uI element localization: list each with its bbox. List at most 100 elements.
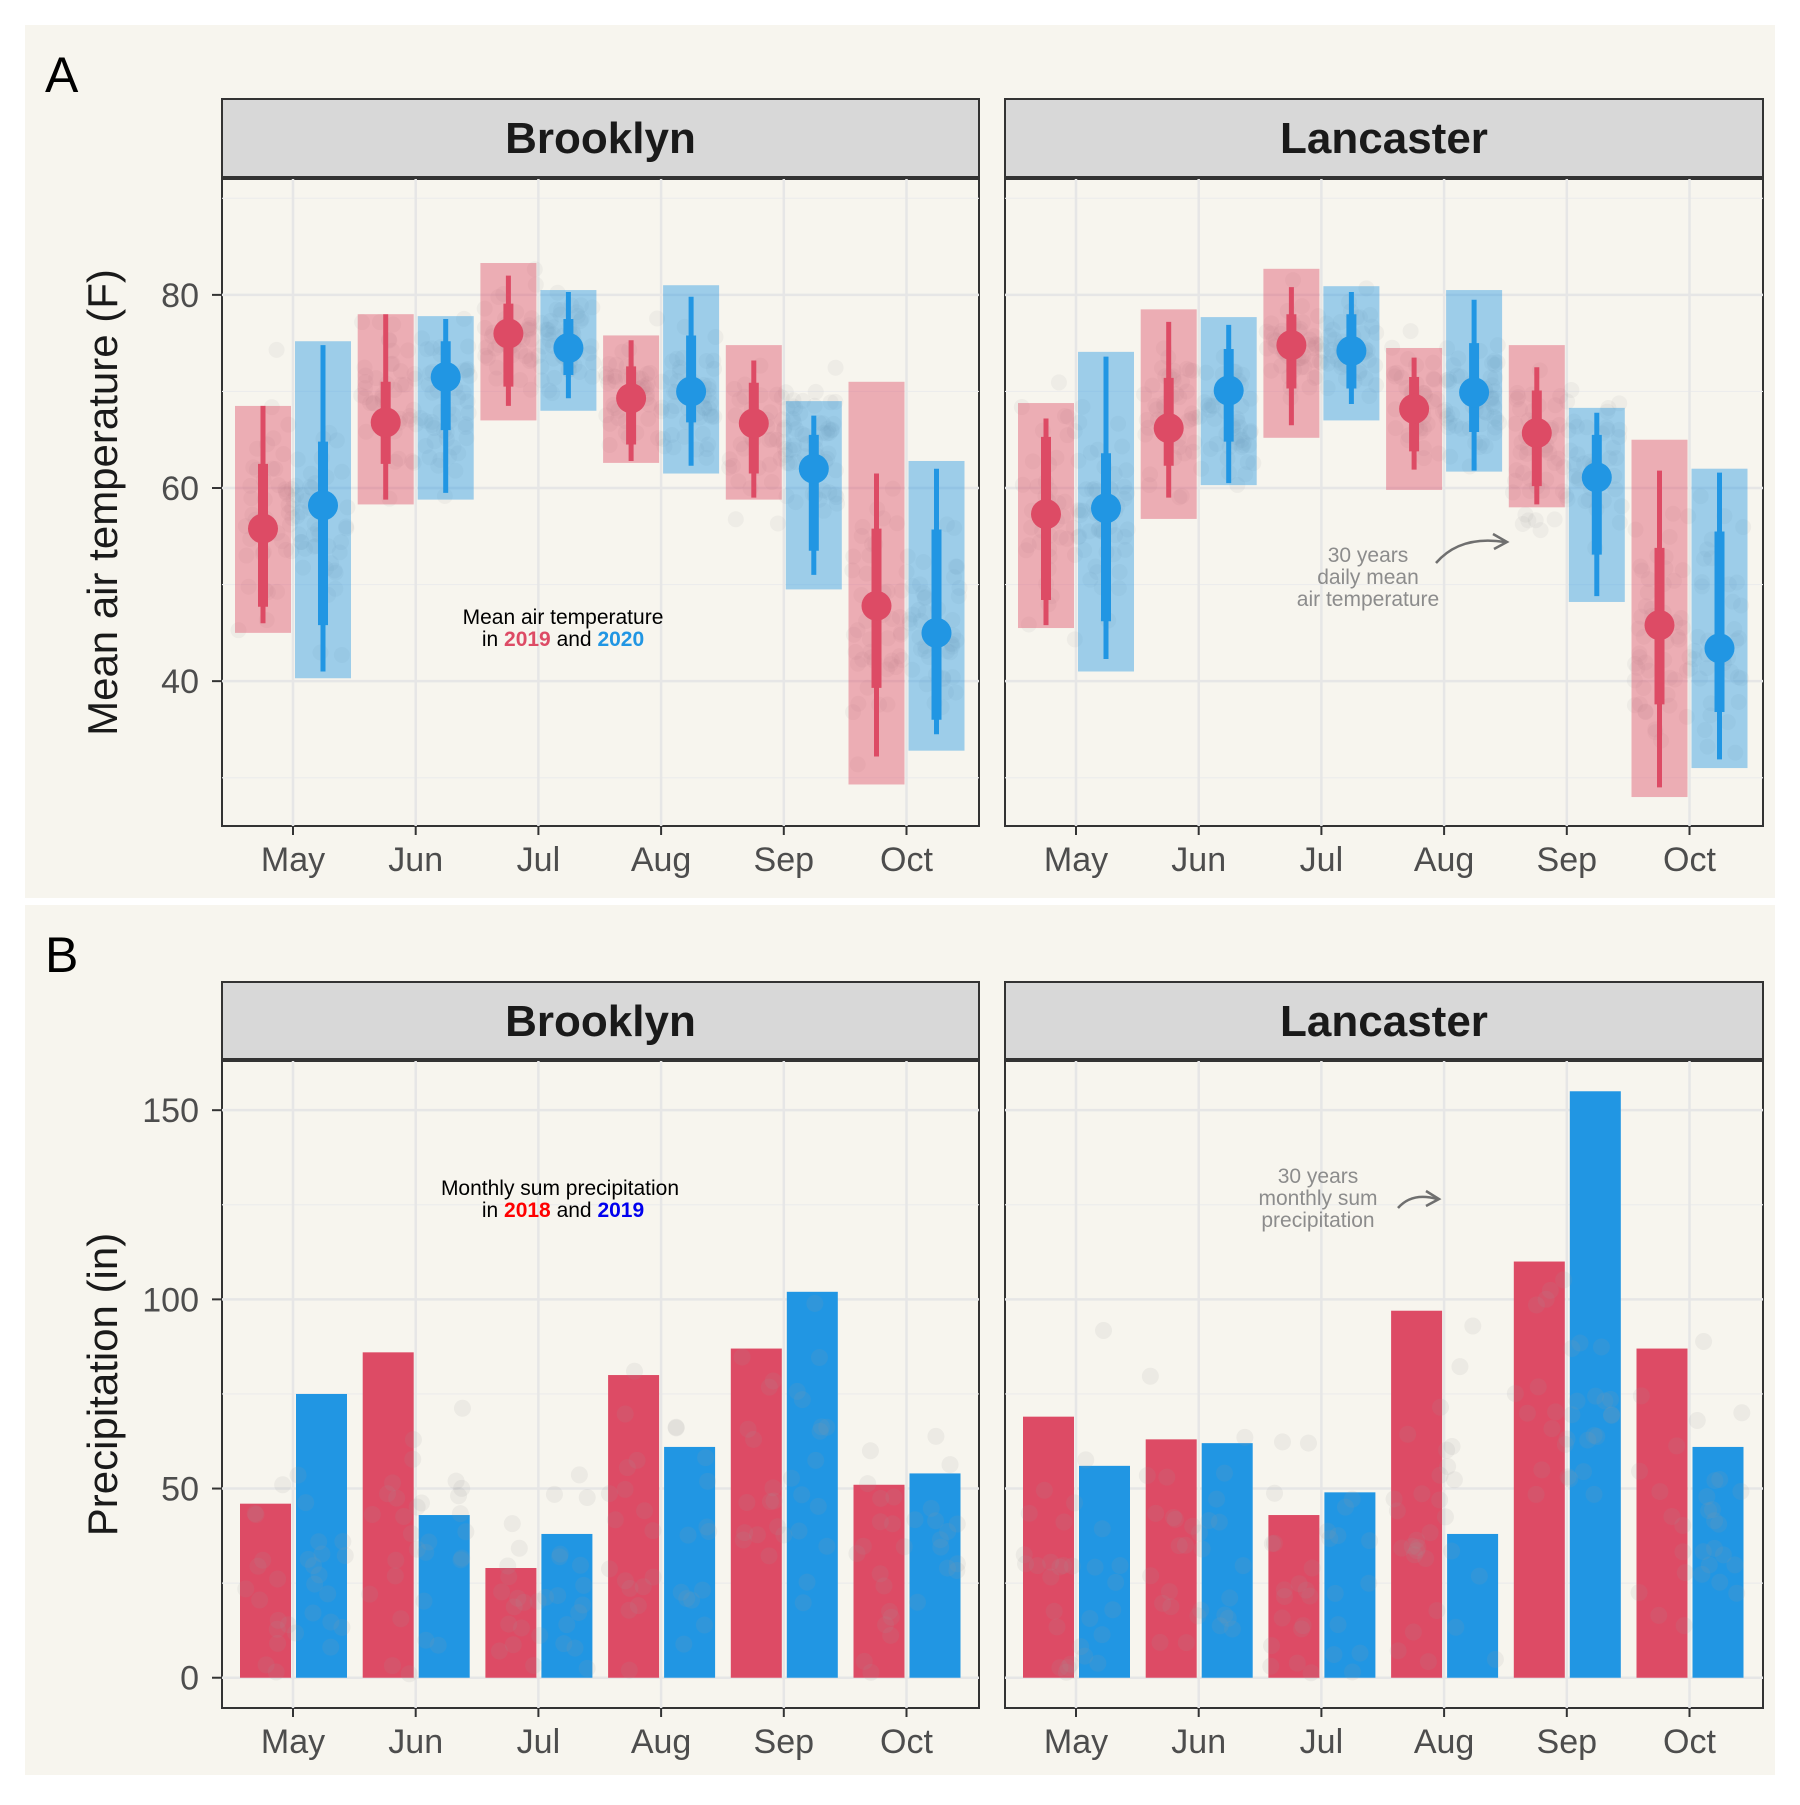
- panel-b-lancaster-background-point: [1603, 1406, 1621, 1424]
- panel-a-lancaster-x-tick-label: Jun: [1171, 841, 1226, 879]
- panel-a-brooklyn-background-point: [333, 646, 350, 663]
- panel-b-lancaster-background-point: [1575, 1463, 1593, 1481]
- panel-a-lancaster-background-point: [1082, 571, 1099, 588]
- panel-a-brooklyn-background-point: [781, 441, 798, 458]
- panel-a-brooklyn-background-point: [829, 495, 846, 512]
- panel-b-lancaster-background-point: [1162, 1598, 1180, 1616]
- panel-a-brooklyn-background-point: [280, 496, 297, 513]
- panel-a-brooklyn-background-point: [825, 415, 842, 432]
- panel-b-brooklyn-background-point: [383, 1657, 401, 1675]
- panel-a-brooklyn-background-point: [406, 365, 423, 382]
- panel-a-brooklyn-background-point: [785, 437, 802, 454]
- panel-a-lancaster-background-point: [1515, 464, 1532, 481]
- panel-b-lancaster-background-point: [1688, 1411, 1706, 1429]
- panel-b-brooklyn-facet: Brooklyn May Jun Jul Aug Sep Oct: [221, 981, 980, 1761]
- panel-b-brooklyn-background-point: [739, 1420, 757, 1438]
- panel-b-lancaster-background-point: [1733, 1404, 1751, 1422]
- panel-b-lancaster-background-point: [1294, 1617, 1312, 1635]
- panel-a-lancaster-background-point: [1119, 485, 1136, 502]
- panel-a-lancaster-background-point: [1507, 472, 1524, 489]
- panel-b-brooklyn-background-point: [948, 1555, 966, 1573]
- panel-a-brooklyn-background-point: [283, 543, 300, 560]
- panel-b-brooklyn-background-point: [939, 1522, 957, 1540]
- panel-a-lancaster-background-point: [1187, 409, 1204, 426]
- panel-a-brooklyn-background-point: [390, 450, 407, 467]
- panel-a-lancaster-background-point: [1504, 484, 1521, 501]
- panel-a-brooklyn-background-point: [327, 580, 344, 597]
- panel-a-brooklyn-background-point: [891, 648, 908, 665]
- panel-a-brooklyn-background-point: [947, 684, 964, 701]
- panel-b-brooklyn-2019-aug-bar: [664, 1446, 716, 1678]
- panel-a-lancaster-background-point: [1171, 389, 1188, 406]
- panel-a-brooklyn-background-point: [901, 611, 918, 628]
- panel-b-brooklyn-background-point: [699, 1472, 717, 1490]
- panel-b-lancaster-background-point: [1405, 1546, 1423, 1564]
- panel-a-brooklyn-background-point: [365, 395, 382, 412]
- panel-a-lancaster-background-point: [1116, 490, 1133, 507]
- panel-a-chart: 40 60 80 Mean air temperature (F) Brooklyn Ma…: [79, 98, 1764, 879]
- panel-b-brooklyn-background-point: [512, 1619, 530, 1637]
- panel-b-legend-year1: 2018: [504, 1199, 551, 1222]
- panel-b-brooklyn-background-point: [322, 1613, 340, 1631]
- panel-a-brooklyn-background-point: [553, 302, 570, 319]
- panel-b-brooklyn-background-point: [644, 1522, 662, 1540]
- panel-b-brooklyn-background-point: [629, 1597, 647, 1615]
- panel-b-brooklyn-background-point: [558, 1616, 576, 1634]
- panel-a-lancaster-background-point: [1437, 401, 1454, 418]
- panel-b-annotation-line3: precipitation: [1261, 1209, 1374, 1232]
- panel-a-lancaster-background-point: [1434, 403, 1451, 420]
- panel-a-brooklyn-background-point: [405, 454, 422, 471]
- panel-a-brooklyn-background-point: [778, 488, 795, 505]
- panel-a-lancaster-background-point: [1486, 408, 1503, 425]
- panel-a-lancaster-background-point: [1532, 522, 1549, 539]
- panel-b-lancaster-background-point: [1399, 1425, 1417, 1443]
- panel-a-lancaster-background-point: [1314, 342, 1331, 359]
- panel-a-brooklyn-background-point: [402, 407, 419, 424]
- panel-a-brooklyn-background-point: [845, 704, 862, 721]
- panel-a-lancaster-background-point: [1318, 315, 1335, 332]
- panel-b-brooklyn-background-point: [269, 1570, 287, 1588]
- panel-a-lancaster-background-point: [1730, 693, 1747, 710]
- panel-a-brooklyn-background-point: [284, 500, 301, 517]
- panel-b-lancaster-background-point: [1326, 1584, 1344, 1602]
- panel-a-brooklyn-background-point: [284, 510, 301, 527]
- panel-b-lancaster-2018-oct-bar: [1636, 1348, 1688, 1678]
- panel-a-brooklyn-background-point: [827, 462, 844, 479]
- panel-a-brooklyn-background-point: [292, 534, 309, 551]
- panel-a-lancaster-background-point: [1510, 389, 1527, 406]
- panel-b-brooklyn-background-point: [400, 1665, 418, 1683]
- panel-a-brooklyn-background-point: [384, 342, 401, 359]
- panel-b-lancaster-background-point: [1111, 1557, 1129, 1575]
- panel-a-brooklyn-background-point: [705, 352, 722, 369]
- panel-b-brooklyn-background-point: [922, 1499, 940, 1517]
- panel-a-brooklyn-background-point: [333, 534, 350, 551]
- panel-a-brooklyn-background-point: [417, 438, 434, 455]
- panel-b-brooklyn-background-point: [310, 1533, 328, 1551]
- panel-b-brooklyn-background-point: [667, 1419, 685, 1437]
- panel-a-brooklyn-background-point: [488, 359, 505, 376]
- panel-b-lancaster-strip-label: Lancaster: [1280, 997, 1488, 1046]
- panel-a-brooklyn-background-point: [338, 518, 355, 535]
- panel-b-lancaster-x-tick-label: Jun: [1171, 1723, 1226, 1761]
- panel-a-brooklyn-background-point: [358, 423, 375, 440]
- panel-a-lancaster-background-point: [1183, 410, 1200, 427]
- panel-b-lancaster-2019-aug-bar: [1447, 1533, 1499, 1678]
- panel-a-lancaster-background-point: [1425, 370, 1442, 387]
- panel-a-lancaster-background-point: [1626, 672, 1643, 689]
- panel-a-lancaster-background-point: [1441, 414, 1458, 431]
- panel-b-brooklyn-background-point: [336, 1547, 354, 1565]
- panel-b-lancaster-background-point: [1290, 1575, 1308, 1593]
- panel-b-lancaster-background-point: [1675, 1617, 1693, 1635]
- panel-a-lancaster-background-point: [1666, 671, 1683, 688]
- panel-b-lancaster-background-point: [1208, 1490, 1226, 1508]
- panel-a-brooklyn-background-point: [546, 369, 563, 386]
- panel-a-lancaster-background-point: [1110, 415, 1127, 432]
- panel-b-brooklyn-background-point: [600, 1485, 618, 1503]
- panel-a-lancaster-background-point: [1689, 628, 1706, 645]
- panel-b-lancaster-background-point: [1693, 1565, 1711, 1583]
- panel-b-y-tick-label: 150: [142, 1092, 199, 1130]
- panel-b-brooklyn-background-point: [404, 1450, 422, 1468]
- panel-b-lancaster-background-point: [1160, 1583, 1178, 1601]
- panel-a-lancaster-background-point: [1354, 325, 1371, 342]
- panel-a-brooklyn-background-point: [879, 661, 896, 678]
